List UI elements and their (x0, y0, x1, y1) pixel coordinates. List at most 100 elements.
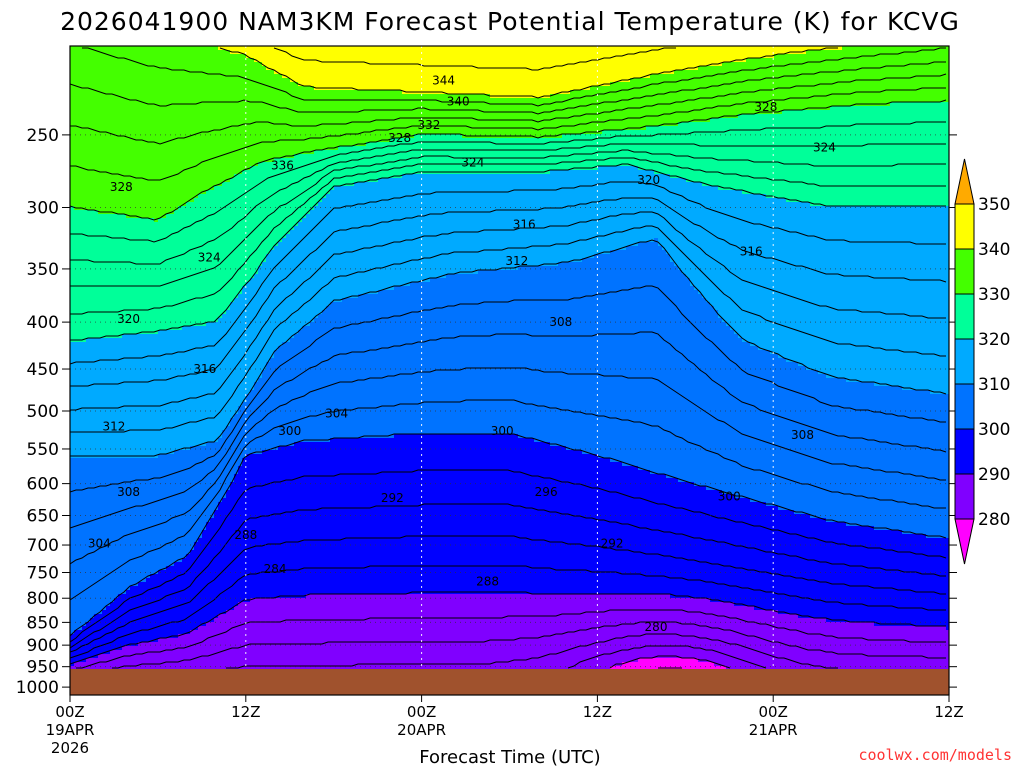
field-cell (550, 446, 555, 595)
contour-332 (70, 87, 946, 181)
y-tick-label: 350 (27, 260, 59, 280)
field-cell (762, 502, 767, 611)
field-cell (566, 134, 571, 171)
field-cell (678, 482, 683, 599)
field-cell (366, 46, 371, 91)
field-cell (922, 390, 927, 535)
field-cell (698, 294, 703, 487)
field-cell (222, 182, 227, 315)
field-cell (366, 594, 371, 669)
field-cell (442, 594, 447, 669)
field-cell (818, 46, 823, 51)
field-cell (630, 246, 635, 467)
field-cell (186, 554, 191, 635)
field-cell (338, 46, 343, 91)
field-cell (806, 46, 811, 51)
field-cell (406, 94, 411, 139)
field-cell (506, 174, 511, 271)
field-cell (746, 46, 751, 59)
field-cell (766, 114, 771, 199)
field-cell (694, 598, 699, 659)
contour-label-text: 300 (278, 424, 301, 438)
field-cell (462, 46, 467, 95)
field-cell (806, 50, 811, 111)
field-cell (526, 138, 531, 175)
field-cell (314, 206, 319, 319)
field-cell (558, 170, 563, 263)
field-cell (698, 598, 703, 663)
field-cell (410, 434, 415, 595)
field-cell (290, 82, 295, 159)
field-cell (222, 314, 227, 431)
field-cell (306, 86, 311, 155)
field-cell (886, 530, 891, 627)
field-cell (278, 446, 283, 599)
field-cell (430, 278, 435, 435)
field-cell (650, 594, 655, 659)
field-cell (134, 458, 139, 587)
field-cell (718, 46, 723, 67)
field-cell (342, 90, 347, 147)
field-cell (930, 626, 935, 669)
contour-282 (567, 645, 767, 669)
field-cell (410, 174, 415, 283)
field-cell (798, 366, 803, 515)
field-cell (642, 242, 647, 471)
field-cell (558, 94, 563, 139)
field-cell (350, 298, 355, 439)
field-cell (478, 46, 483, 95)
field-cell (670, 178, 675, 263)
field-cell (306, 442, 311, 595)
field-cell (398, 594, 403, 669)
field-cell (930, 394, 935, 539)
field-cell (770, 610, 775, 669)
field-cell (738, 606, 743, 669)
field-cell (538, 442, 543, 595)
field-cell (618, 46, 623, 83)
field-cell (646, 78, 651, 127)
field-cell (542, 46, 547, 99)
field-cell (370, 46, 375, 91)
field-cell (154, 334, 159, 459)
field-cell (174, 450, 179, 563)
field-cell (682, 598, 687, 659)
field-cell (598, 458, 603, 595)
field-cell (266, 254, 271, 363)
field-cell (730, 46, 735, 63)
field-cell (830, 378, 835, 523)
contour-label: 308 (117, 485, 140, 499)
field-cell (850, 106, 855, 207)
field-cell (878, 106, 883, 207)
field-cell (726, 118, 731, 191)
field-cell (202, 194, 207, 327)
field-cell (498, 594, 503, 669)
field-cell (846, 46, 851, 107)
field-cell (630, 594, 635, 663)
field-cell (474, 138, 479, 175)
field-cell (642, 658, 647, 669)
field-cell (498, 270, 503, 435)
field-cell (502, 46, 507, 99)
colorbar-band-340 (954, 203, 975, 250)
field-cell (866, 382, 871, 527)
field-cell (910, 390, 915, 535)
field-cell (438, 94, 443, 135)
field-cell (182, 206, 187, 327)
field-cell (714, 46, 719, 67)
field-cell (858, 206, 863, 383)
field-cell (282, 446, 287, 599)
field-cell (302, 326, 307, 443)
field-cell (858, 622, 863, 669)
field-cell (90, 210, 95, 339)
contour-286 (112, 621, 946, 669)
field-cell (882, 106, 887, 207)
field-cell (138, 334, 143, 459)
field-cell (274, 450, 279, 599)
field-cell (614, 666, 619, 669)
field-cell (602, 86, 607, 131)
field-cell (86, 622, 91, 659)
field-cell (314, 318, 319, 443)
field-cell (314, 90, 319, 151)
field-cell (94, 46, 99, 211)
contour-label-text: 324 (813, 140, 836, 154)
